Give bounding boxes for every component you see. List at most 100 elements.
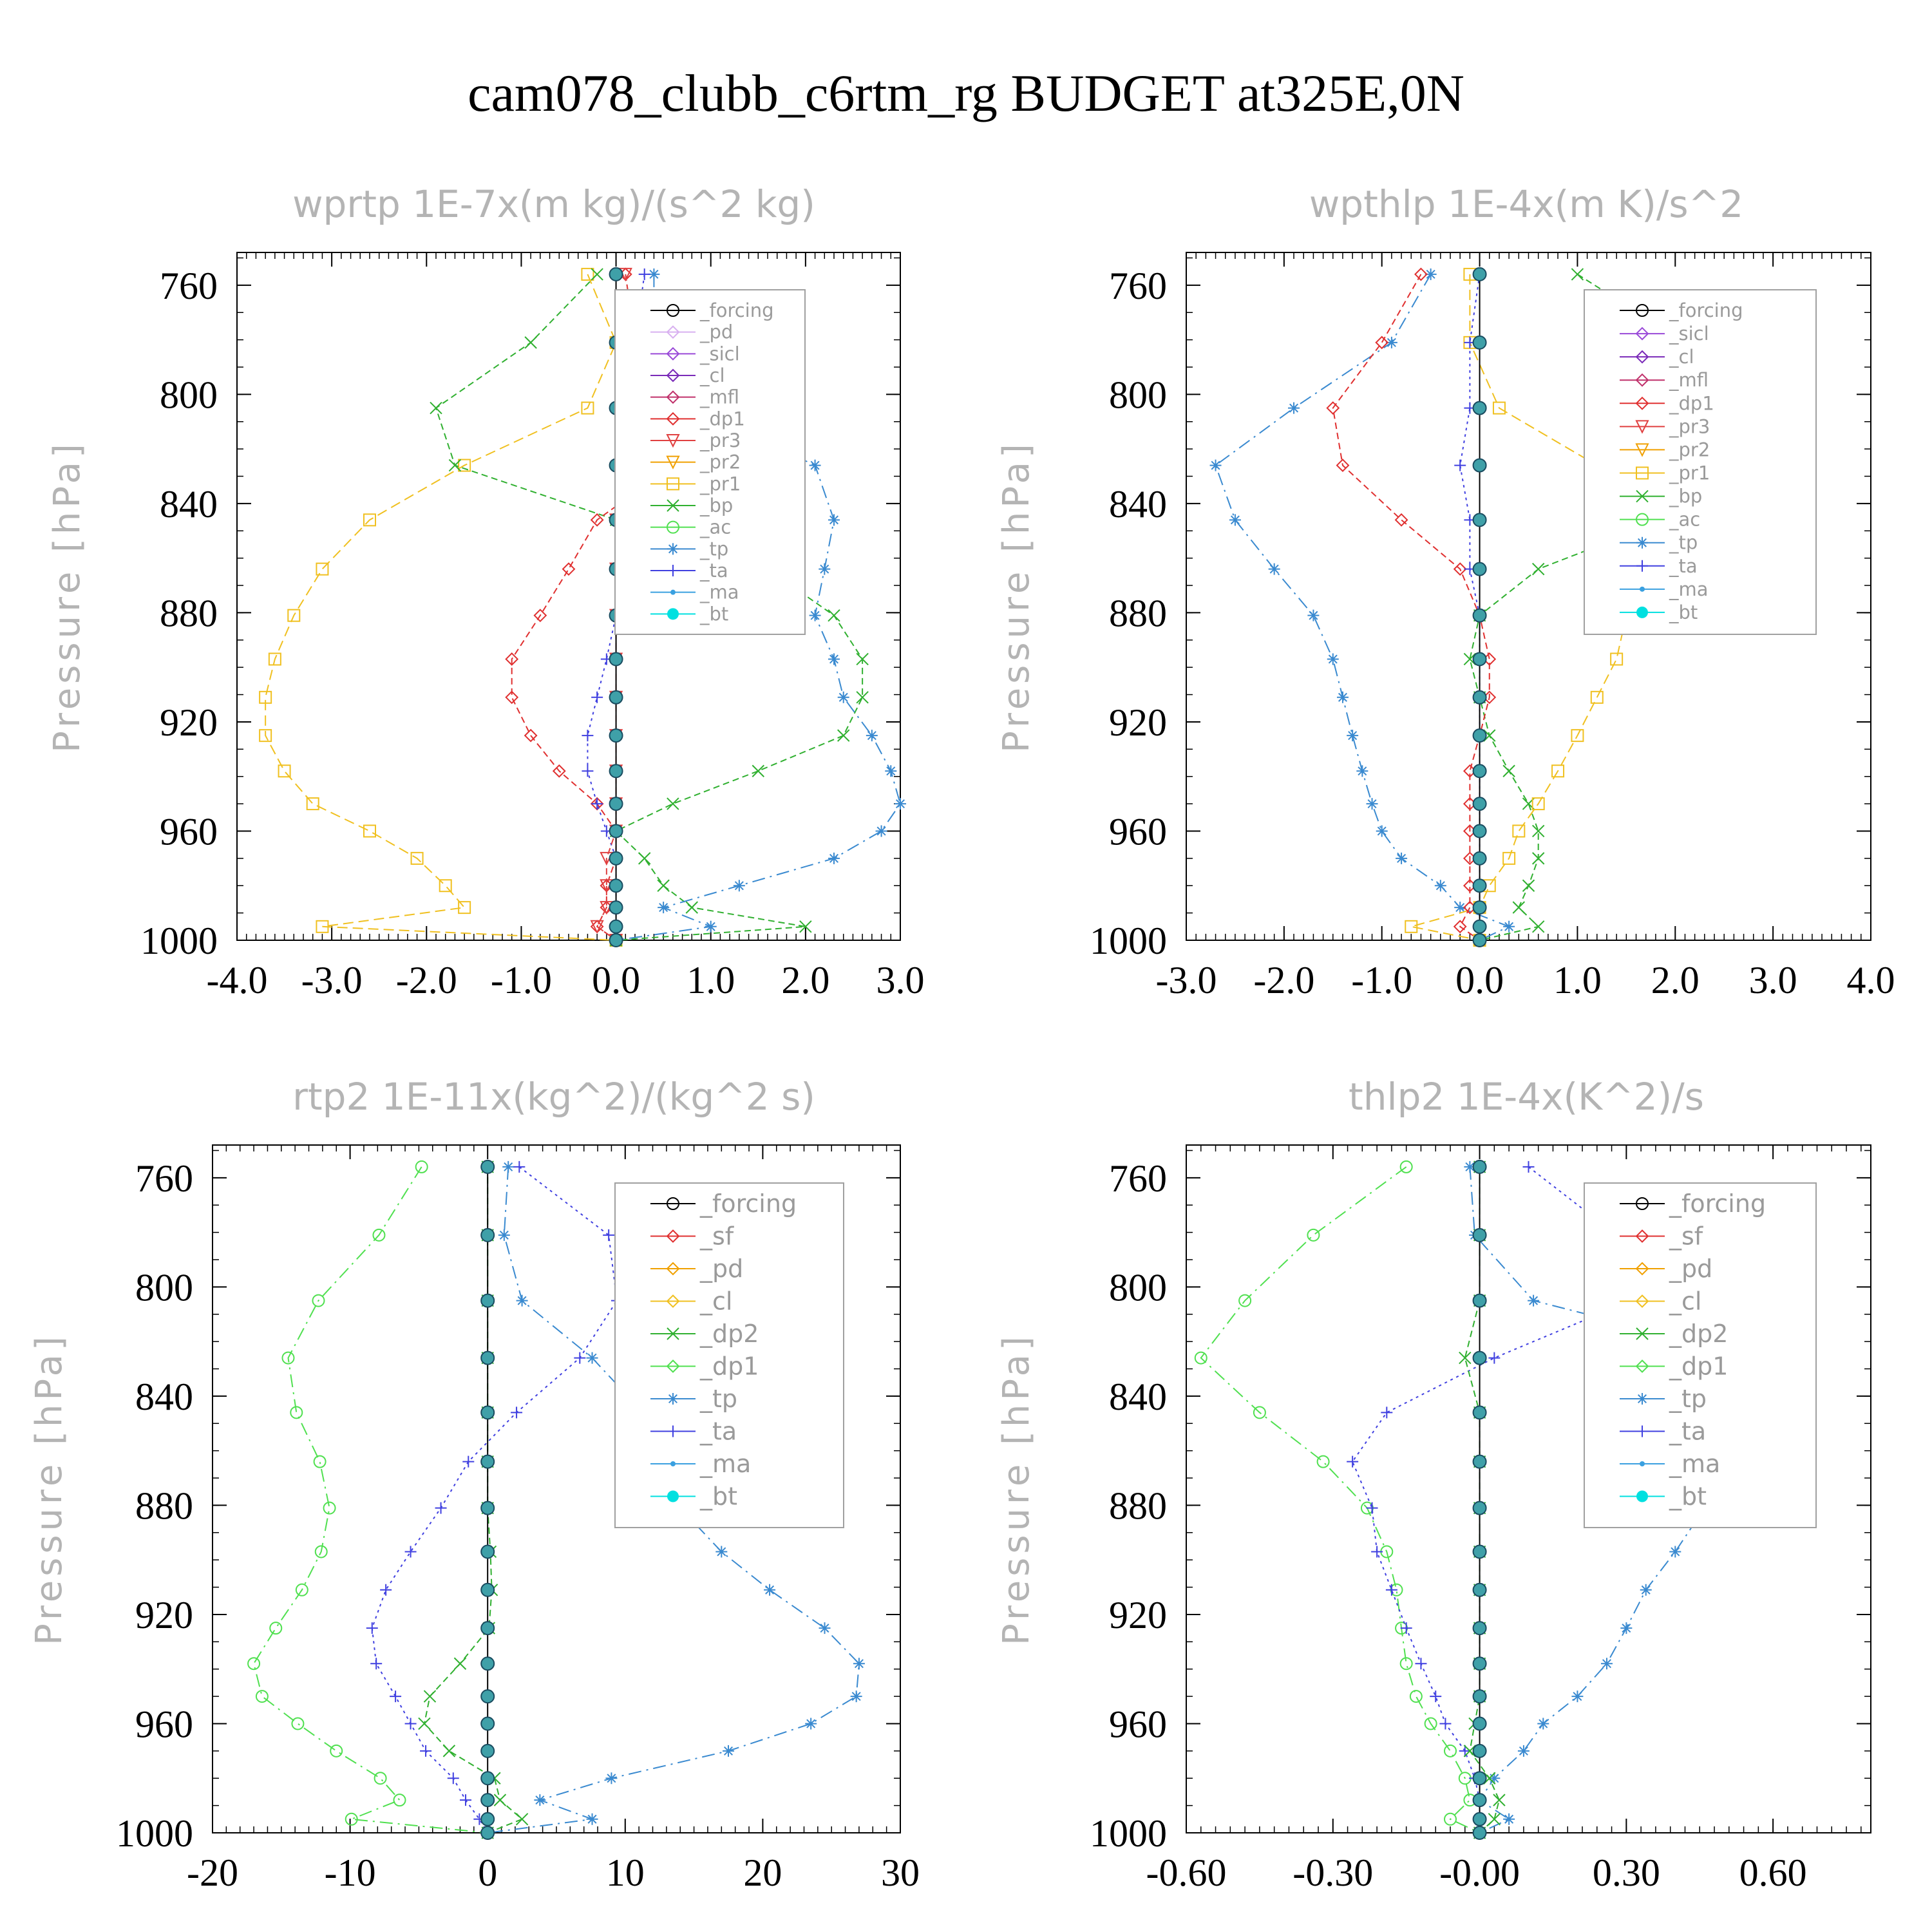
series-line-tp	[1215, 274, 1511, 941]
legend-label-forcing: _forcing	[1669, 299, 1743, 321]
ac-point-16	[345, 1812, 358, 1826]
bp-point-16	[1531, 920, 1545, 933]
tp-point-0	[502, 1160, 515, 1173]
bt-point-8	[480, 1582, 495, 1597]
y-tick-label: 840	[1109, 483, 1167, 526]
tp-point-11	[1366, 798, 1378, 810]
legend-tp-point-0	[667, 543, 679, 555]
ta-point-0	[1522, 1160, 1535, 1173]
bt-point-10	[1472, 764, 1487, 779]
bp-point-13	[638, 852, 651, 865]
y-tick-label: 880	[1109, 592, 1167, 634]
bp-point-14	[1522, 879, 1535, 892]
bp-point-0	[1571, 268, 1584, 281]
series-line-pr1	[265, 274, 617, 941]
legend-ta-point-0	[667, 565, 679, 576]
ac-point-6	[323, 1501, 336, 1515]
bp-point-11	[667, 797, 679, 810]
pr3-point-16	[590, 920, 604, 934]
dp1-point-0	[1414, 267, 1428, 281]
legend: _forcing_sicl_cl_mfl_dp1_pr3_pr2_pr1_bp_…	[1584, 289, 1817, 635]
ta-point-7	[404, 1546, 417, 1558]
tp-point-3	[809, 459, 821, 471]
legend-cl-point-0	[666, 368, 680, 383]
bt-point-2	[1472, 401, 1487, 415]
pr1-point-13	[410, 851, 424, 865]
x-tick-label: -3.0	[301, 959, 363, 1001]
ta-point-13	[420, 1745, 432, 1757]
bp-point-5	[1531, 562, 1545, 576]
x-tick-label: 1.0	[687, 959, 735, 1001]
ac-point-12	[1424, 1717, 1437, 1730]
dp1-point-5	[562, 562, 576, 576]
bp-point-13	[1531, 852, 1545, 865]
bp-point-14	[657, 879, 670, 892]
legend-label-ta: _ta	[1669, 555, 1698, 577]
x-tick-label: -0.00	[1439, 1852, 1520, 1894]
legend-label-cl: _cl	[699, 365, 725, 386]
bt-point-12	[1472, 824, 1487, 838]
y-tick-label: 1000	[1090, 1812, 1167, 1855]
pr1-point-15	[458, 901, 471, 914]
legend-marker-bt	[1636, 606, 1648, 618]
x-tick-label: 0.0	[592, 959, 640, 1001]
dp1-point-1	[1375, 336, 1389, 350]
legend-label-mfl: _mfl	[1669, 369, 1709, 391]
bt-point-15	[1472, 1793, 1487, 1808]
legend-sf-point-0	[666, 1229, 680, 1243]
x-tick-label: -10	[325, 1852, 376, 1894]
tp-point-6	[1307, 609, 1320, 621]
legend-label-sicl: _sicl	[1669, 323, 1709, 345]
tp-point-8	[764, 1584, 776, 1596]
ta-point-7	[1371, 1546, 1383, 1558]
tp-point-7	[828, 653, 840, 665]
bt-point-3	[1472, 458, 1487, 473]
legend-label-pr1: _pr1	[1669, 462, 1710, 484]
pr1-point-2	[581, 401, 594, 415]
legend-label-dp1: _dp1	[699, 408, 745, 430]
dp2-point-16	[1488, 1813, 1501, 1826]
tp-point-7	[715, 1546, 728, 1558]
tp-point-12	[805, 1718, 817, 1730]
panel-title-2: wpthlp 1E-4x(m K)/s^2	[1309, 182, 1743, 226]
pr1-point-9	[259, 729, 272, 743]
tp-point-10	[853, 1658, 865, 1670]
legend-pd-point-0	[666, 325, 680, 339]
y-tick-label: 960	[160, 810, 218, 853]
series-dp2	[418, 1160, 529, 1839]
legend-ma-point-0	[670, 589, 676, 595]
legend-ma-point-0	[1640, 1461, 1645, 1466]
dp1-point-11	[590, 797, 604, 811]
tp-point-3	[586, 1352, 598, 1364]
legend-label-pr3: _pr3	[699, 430, 741, 451]
pr1-point-11	[1531, 797, 1545, 811]
bt-point-13	[1472, 1743, 1487, 1758]
tp-point-16	[705, 920, 717, 933]
legend: _forcing _sf _pd _cl _dp2 _dp1 _tp _ta _ma _bt	[614, 1182, 844, 1528]
y-tick-label: 880	[135, 1484, 193, 1527]
series-line-dp1	[1332, 274, 1490, 941]
y-tick-label: 800	[1109, 1266, 1167, 1309]
tp-point-14	[605, 1772, 618, 1785]
bt-point-1	[480, 1227, 495, 1242]
tp-point-0	[1425, 268, 1437, 280]
ac-point-15	[393, 1794, 406, 1807]
bt-point-17	[1472, 933, 1487, 947]
tp-point-8	[1640, 1584, 1652, 1596]
y-tick-label: 1000	[140, 920, 218, 962]
ac-point-0	[415, 1160, 428, 1173]
legend: _forcing_pd_sicl_cl_mfl_dp1_pr3_pr2_pr1_…	[614, 289, 806, 635]
bt-point-11	[480, 1689, 495, 1704]
ta-point-6	[1366, 1502, 1378, 1514]
legend-cl-point-0	[666, 1294, 680, 1308]
series-tp	[1209, 268, 1515, 946]
bt-point-11	[1472, 797, 1487, 811]
dp1-point-6	[533, 609, 547, 623]
tp-point-13	[1517, 1745, 1530, 1757]
bt-point-3	[480, 1350, 495, 1365]
tp-point-3	[1209, 459, 1222, 471]
tp-point-2	[1288, 402, 1300, 414]
x-tick-label: -1.0	[1351, 959, 1412, 1001]
legend-label-tp: _tp	[1669, 1385, 1707, 1413]
ta-point-10	[370, 1658, 383, 1670]
